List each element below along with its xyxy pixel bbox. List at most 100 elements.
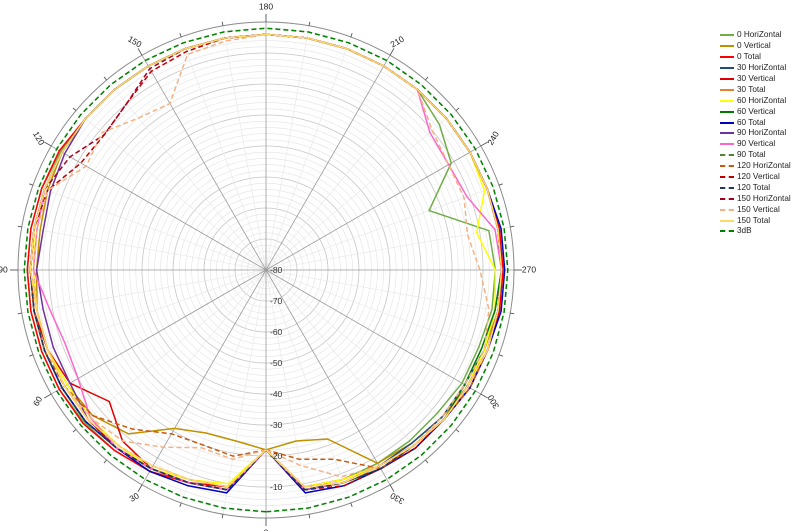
grid-spoke-major bbox=[141, 55, 267, 271]
angle-tick-mark bbox=[498, 183, 503, 186]
legend-swatch bbox=[720, 176, 734, 179]
radial-tick-label: -60 bbox=[270, 327, 283, 337]
angle-tick-label: 300 bbox=[485, 393, 501, 411]
grid-spoke-minor bbox=[32, 269, 267, 356]
legend-item: 0 Total bbox=[720, 52, 798, 63]
grid-spoke-minor bbox=[265, 36, 352, 271]
radial-tick-label: -20 bbox=[270, 451, 283, 461]
angle-tick-mark bbox=[137, 48, 143, 56]
legend-item: 150 HoriZontal bbox=[720, 193, 798, 204]
series-line bbox=[23, 27, 509, 513]
legend-label: 120 Total bbox=[737, 182, 771, 192]
legend-item: 60 Vertical bbox=[720, 106, 798, 117]
grid-spoke-minor bbox=[75, 110, 267, 271]
legend-swatch bbox=[720, 88, 734, 91]
grid-spoke-minor bbox=[265, 269, 511, 314]
legend-item: 120 Vertical bbox=[720, 172, 798, 183]
angle-tick-mark bbox=[480, 393, 488, 399]
legend-item: 60 HoriZontal bbox=[720, 95, 798, 106]
angle-tick-mark bbox=[425, 459, 429, 464]
legend-swatch bbox=[720, 45, 734, 48]
legend-label: 90 Vertical bbox=[737, 139, 776, 149]
grid-spoke-major bbox=[265, 145, 481, 271]
grid-spoke-major bbox=[265, 269, 481, 395]
angle-tick-mark bbox=[17, 225, 22, 228]
legend-swatch bbox=[720, 219, 734, 222]
legend-item: 30 HoriZontal bbox=[720, 63, 798, 74]
angle-tick-mark bbox=[425, 76, 429, 81]
legend-item: 90 Vertical bbox=[720, 139, 798, 150]
series-line bbox=[29, 33, 503, 488]
legend-swatch bbox=[720, 165, 734, 168]
legend-item: 120 Total bbox=[720, 182, 798, 193]
legend-label: 150 HoriZontal bbox=[737, 193, 791, 203]
angle-tick-mark bbox=[455, 429, 460, 433]
grid-spoke-minor bbox=[265, 269, 426, 461]
grid-spoke-major bbox=[51, 145, 267, 271]
radial-tick-label: -70 bbox=[270, 296, 283, 306]
angle-tick-label: 120 bbox=[31, 130, 47, 148]
angle-tick-label: 330 bbox=[388, 490, 406, 506]
legend-label: 0 Total bbox=[737, 52, 761, 62]
angle-tick-mark bbox=[480, 141, 488, 147]
polar-chart: -80 -70 -60 -50 -40 -30 -20 -10 0 30 60 90 120 150 180… bbox=[0, 1, 536, 531]
angle-tick-mark bbox=[17, 312, 22, 315]
legend-swatch bbox=[720, 143, 734, 146]
grid-spoke-minor bbox=[265, 110, 457, 271]
angle-tick-mark bbox=[221, 514, 224, 519]
legend-item: 120 HoriZontal bbox=[720, 161, 798, 172]
angle-tick-label: 180 bbox=[259, 1, 273, 11]
legend-swatch bbox=[720, 132, 734, 135]
angle-tick-mark bbox=[72, 429, 77, 433]
angle-tick-mark bbox=[179, 33, 182, 38]
angle-tick-label: 150 bbox=[126, 34, 144, 50]
legend-swatch bbox=[720, 34, 734, 37]
radial-tick-label: -50 bbox=[270, 358, 283, 368]
grid-spoke-minor bbox=[222, 269, 267, 515]
angle-tick-label: 210 bbox=[388, 34, 406, 50]
angle-tick-mark bbox=[389, 48, 395, 56]
angle-tick-mark bbox=[72, 107, 77, 111]
angle-tick-mark bbox=[389, 484, 395, 492]
legend-item: 3dB bbox=[720, 226, 798, 237]
angle-tick-mark bbox=[510, 312, 515, 315]
angle-tick-mark bbox=[308, 514, 311, 519]
legend-label: 90 Total bbox=[737, 150, 766, 160]
legend-item: 30 Vertical bbox=[720, 74, 798, 85]
angle-tick-mark bbox=[308, 21, 311, 26]
legend-label: 120 Vertical bbox=[737, 172, 780, 182]
grid-spoke-minor bbox=[265, 269, 310, 515]
angle-tick-label: 270 bbox=[522, 264, 536, 274]
grid-spoke-minor bbox=[265, 226, 511, 271]
angle-tick-mark bbox=[29, 183, 34, 186]
angle-tick-mark bbox=[103, 76, 107, 81]
grid-spoke-major bbox=[265, 269, 391, 485]
legend-label: 0 HoriZontal bbox=[737, 30, 782, 40]
legend-label: 150 Vertical bbox=[737, 204, 780, 214]
angle-tick-mark bbox=[221, 21, 224, 26]
legend-label: 30 HoriZontal bbox=[737, 63, 787, 73]
legend-label: 120 HoriZontal bbox=[737, 161, 791, 171]
grid-spoke-minor bbox=[265, 269, 500, 356]
grid-spoke-minor bbox=[265, 269, 352, 504]
legend-label: 30 Total bbox=[737, 84, 766, 94]
legend-label: 3dB bbox=[737, 226, 752, 236]
grid-spoke-minor bbox=[106, 79, 267, 271]
legend-swatch bbox=[720, 56, 734, 59]
legend-swatch bbox=[720, 67, 734, 70]
angle-tick-mark bbox=[455, 107, 460, 111]
grid-spoke-minor bbox=[265, 79, 426, 271]
legend-item: 0 HoriZontal bbox=[720, 30, 798, 41]
grid-spoke-minor bbox=[222, 25, 267, 271]
angle-tick-label: 90 bbox=[0, 264, 8, 274]
legend-swatch bbox=[720, 230, 734, 233]
grid-spoke-major bbox=[141, 269, 267, 485]
grid-spoke-minor bbox=[265, 269, 457, 430]
angle-tick-label: 240 bbox=[485, 129, 501, 147]
grid-spoke-minor bbox=[32, 184, 267, 271]
legend-swatch bbox=[720, 99, 734, 102]
legend-swatch bbox=[720, 154, 734, 157]
legend-label: 30 Vertical bbox=[737, 74, 776, 83]
angle-tick-label: 30 bbox=[128, 490, 141, 504]
legend-swatch bbox=[720, 78, 734, 80]
